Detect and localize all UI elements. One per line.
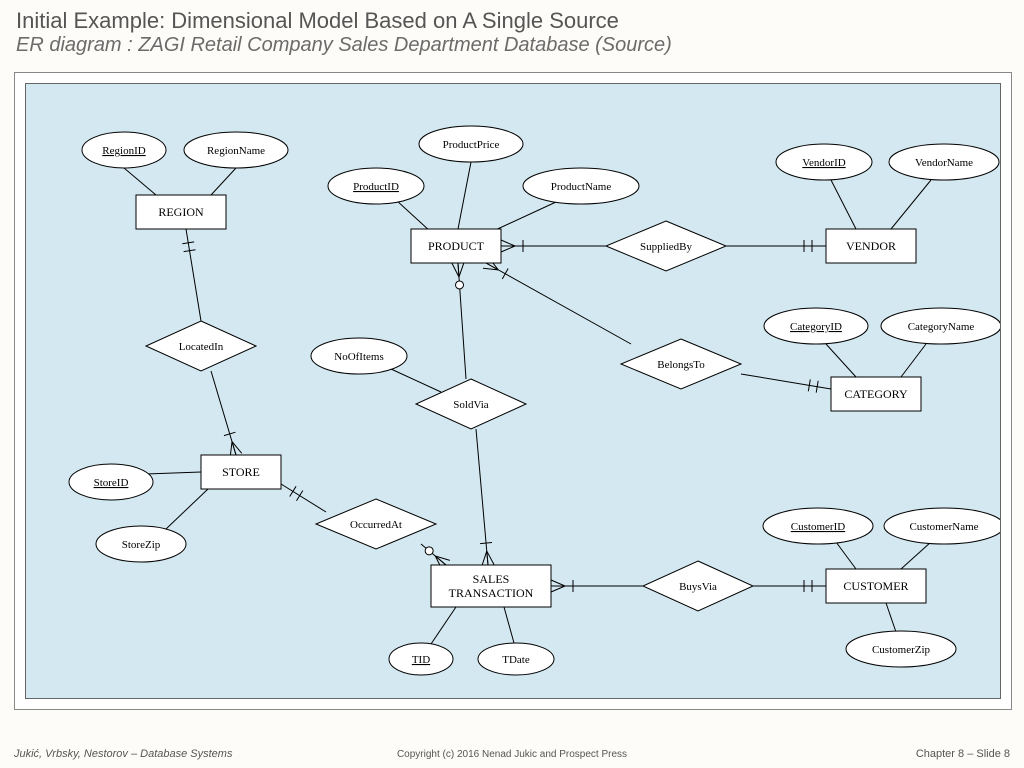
svg-text:VendorName: VendorName	[915, 157, 973, 169]
svg-text:STORE: STORE	[222, 465, 260, 479]
svg-text:CustomerID: CustomerID	[791, 521, 845, 533]
svg-text:CustomerZip: CustomerZip	[872, 644, 931, 656]
footer-right: Chapter 8 – Slide 8	[916, 748, 1010, 760]
svg-text:TDate: TDate	[502, 654, 530, 666]
svg-text:StoreZip: StoreZip	[122, 539, 161, 551]
svg-text:ProductName: ProductName	[551, 181, 612, 193]
svg-text:CategoryName: CategoryName	[908, 321, 975, 333]
svg-text:OccurredAt: OccurredAt	[350, 519, 402, 531]
svg-text:CUSTOMER: CUSTOMER	[843, 579, 908, 593]
svg-text:SALES: SALES	[473, 572, 510, 586]
svg-text:CategoryID: CategoryID	[790, 321, 842, 333]
svg-text:NoOfItems: NoOfItems	[334, 351, 384, 363]
svg-text:SoldVia: SoldVia	[453, 399, 489, 411]
svg-text:BuysVia: BuysVia	[679, 581, 717, 593]
svg-text:SuppliedBy: SuppliedBy	[640, 241, 692, 253]
svg-text:ProductPrice: ProductPrice	[443, 139, 500, 151]
svg-text:VENDOR: VENDOR	[846, 239, 896, 253]
svg-text:TID: TID	[412, 654, 430, 666]
footer-center: Copyright (c) 2016 Nenad Jukic and Prosp…	[0, 749, 1024, 760]
diagram-canvas: LocatedIn SuppliedBy BelongsTo SoldVia Occur…	[25, 83, 1001, 699]
svg-text:CATEGORY: CATEGORY	[844, 387, 908, 401]
er-diagram-svg: LocatedIn SuppliedBy BelongsTo SoldVia Occur…	[26, 84, 1000, 698]
svg-text:BelongsTo: BelongsTo	[657, 359, 705, 371]
svg-text:CustomerName: CustomerName	[909, 521, 978, 533]
slide-footer: Jukić, Vrbsky, Nestorov – Database Syste…	[0, 738, 1024, 768]
svg-text:ProductID: ProductID	[353, 181, 399, 193]
svg-text:LocatedIn: LocatedIn	[179, 341, 224, 353]
diagram-frame: LocatedIn SuppliedBy BelongsTo SoldVia Occur…	[14, 72, 1012, 710]
slide-title: Initial Example: Dimensional Model Based…	[0, 0, 1024, 34]
slide-subtitle: ER diagram : ZAGI Retail Company Sales D…	[0, 34, 1024, 63]
svg-text:TRANSACTION: TRANSACTION	[449, 586, 534, 600]
svg-text:RegionID: RegionID	[102, 145, 145, 157]
svg-text:VendorID: VendorID	[802, 157, 845, 169]
svg-text:RegionName: RegionName	[207, 145, 265, 157]
svg-text:REGION: REGION	[158, 205, 204, 219]
svg-text:StoreID: StoreID	[94, 477, 129, 489]
svg-text:PRODUCT: PRODUCT	[428, 239, 485, 253]
